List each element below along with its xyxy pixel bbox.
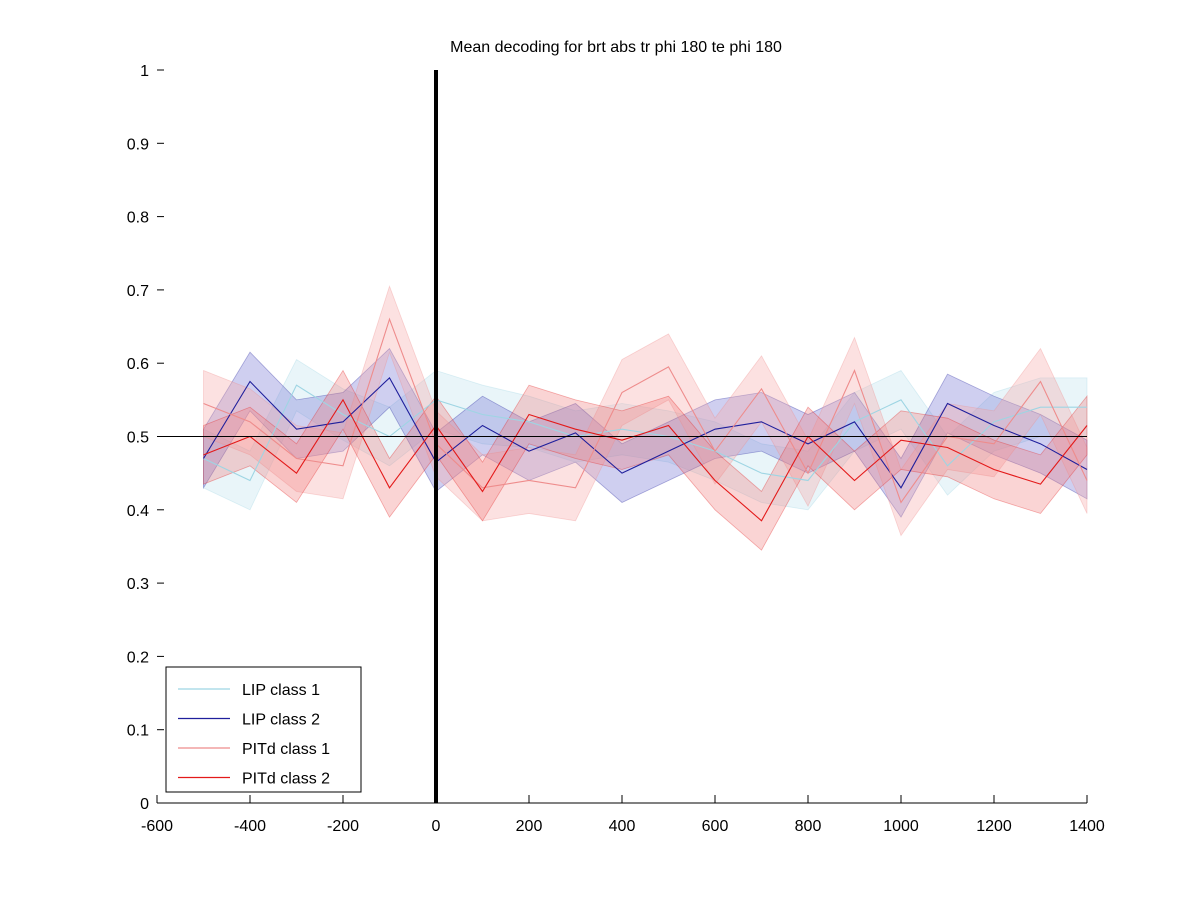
x-tick-label: 0 xyxy=(432,818,441,835)
x-tick-label: -200 xyxy=(327,818,359,835)
legend-box xyxy=(165,666,362,793)
legend-label-2: LIP class 2 xyxy=(242,712,320,729)
axes: 0 0.1 0.2 0.3 0.4 0.5 0.6 0.7 0.8 0.9 1 -600 -400 -20… xyxy=(127,63,1105,835)
x-tick-label: 600 xyxy=(702,818,729,835)
y-tick-label: 0.2 xyxy=(127,649,149,666)
legend: LIP class 1 LIP class 2 PITd class 1 PITd c… xyxy=(165,666,362,793)
y-tick-label: 0.7 xyxy=(127,283,149,300)
plot-area xyxy=(203,285,1088,551)
x-tick-label: 1000 xyxy=(883,818,919,835)
x-tick-label: 1200 xyxy=(976,818,1012,835)
y-tick-label: 0.4 xyxy=(127,503,149,520)
confidence-band-series-4 xyxy=(203,369,1088,551)
x-tick-label: -400 xyxy=(234,818,266,835)
y-tick-label: 0.6 xyxy=(127,356,149,373)
confidence-band-series-3 xyxy=(203,285,1088,537)
legend-label-4: PITd class 2 xyxy=(242,771,330,788)
y-tick-label: 0.1 xyxy=(127,723,149,740)
x-tick-label: -600 xyxy=(141,818,173,835)
chart-title: Mean decoding for brt abs tr phi 180 te … xyxy=(450,39,782,56)
y-tick-label: 1 xyxy=(140,63,149,80)
y-tick-label: 0.9 xyxy=(127,136,149,153)
x-tick-label: 400 xyxy=(609,818,636,835)
x-tick-label: 800 xyxy=(795,818,822,835)
legend-label-3: PITd class 1 xyxy=(242,741,330,758)
y-tick-label: 0.5 xyxy=(127,430,149,447)
series-line-3 xyxy=(203,317,1088,504)
y-tick-label: 0.8 xyxy=(127,210,149,227)
series-line-4 xyxy=(203,398,1088,522)
y-tick-label: 0 xyxy=(140,796,149,813)
y-tick-label: 0.3 xyxy=(127,576,149,593)
x-tick-label: 1400 xyxy=(1069,818,1105,835)
legend-label-1: LIP class 1 xyxy=(242,682,320,699)
x-tick-label: 200 xyxy=(516,818,543,835)
